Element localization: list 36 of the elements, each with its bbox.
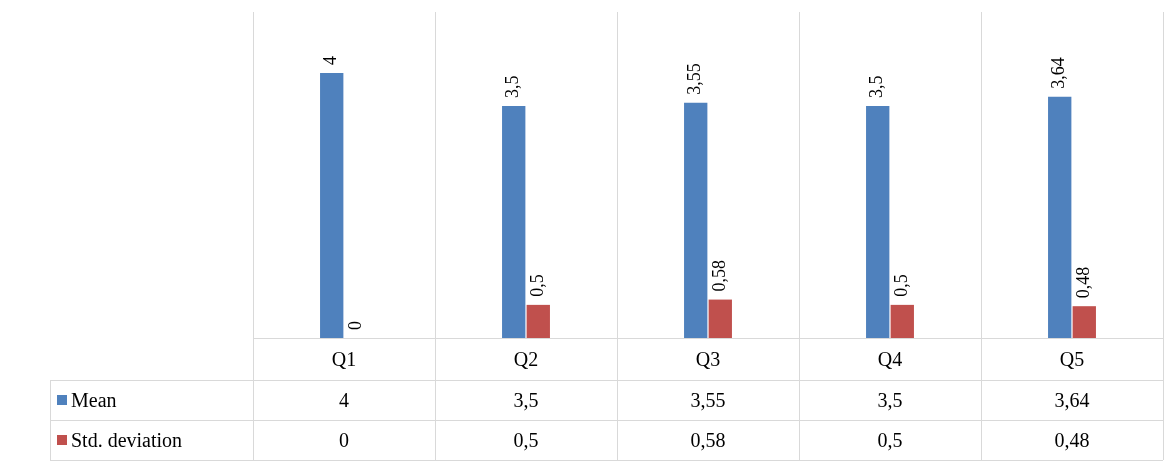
x-tick-label: Q1 <box>331 348 357 371</box>
data-label: 4 <box>339 389 349 412</box>
bar <box>502 106 526 338</box>
bar <box>684 102 708 338</box>
x-tick-label: Q3 <box>695 348 721 371</box>
bar <box>866 106 890 338</box>
text: 4 <box>320 55 341 65</box>
x-tick-label: Q5 <box>1059 348 1085 371</box>
x-tick-label: Q2 <box>513 348 539 371</box>
text: 0,5 <box>527 274 548 297</box>
data-label: 0,5 <box>513 429 539 452</box>
text: 0,48 <box>1073 266 1094 299</box>
data-label: 3,5 <box>877 389 903 412</box>
data-label: 0,58 <box>690 429 726 452</box>
bar <box>526 304 550 338</box>
bar <box>1048 96 1072 338</box>
data-label: 0,48 <box>1054 429 1090 452</box>
bar <box>320 72 344 338</box>
data-label: 3,64 <box>1054 389 1090 412</box>
data-label: 0,5 <box>877 429 903 452</box>
data-label: 3,5 <box>513 389 539 412</box>
data-label: 0 <box>339 429 349 452</box>
bar <box>890 304 914 338</box>
text: 0,58 <box>709 260 730 292</box>
text: 3,5 <box>866 75 887 99</box>
legend-label: Std. deviation <box>71 429 183 452</box>
text: 0,5 <box>891 274 912 297</box>
text: 3,55 <box>684 63 705 95</box>
bar <box>1072 306 1096 338</box>
data-label: 3,55 <box>690 389 726 412</box>
text: 0 <box>345 321 366 330</box>
text: 3,5 <box>502 75 523 99</box>
x-tick-label: Q4 <box>877 348 903 371</box>
text: 3,64 <box>1048 57 1069 89</box>
legend-label: Mean <box>71 389 117 412</box>
bar <box>708 299 732 338</box>
